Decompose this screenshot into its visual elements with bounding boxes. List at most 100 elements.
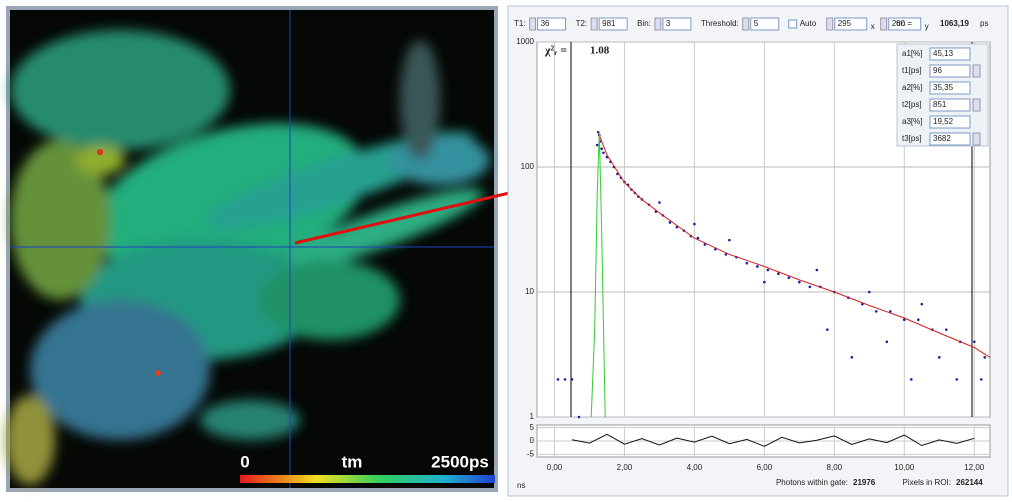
x-tick-label: 2,00 [617,463,633,472]
y-tick-label: 1 [530,412,535,421]
spinner[interactable] [880,17,888,31]
spinner[interactable] [742,17,750,31]
data-point [600,147,604,151]
photons-label: Photons within gate: [776,478,848,487]
spinner[interactable] [826,17,834,31]
param-input[interactable] [929,81,971,95]
data-point [696,236,700,240]
data-point [889,310,892,313]
spinner[interactable] [590,17,598,31]
data-point [728,238,731,242]
param-input[interactable] [929,115,971,129]
data-point [577,415,581,419]
field-value: 5 [754,19,759,28]
field-input[interactable] [537,17,567,31]
data-point [787,276,791,280]
x-tick-label: 6,00 [757,463,773,472]
param-label: a3[%] [902,117,922,126]
field-value: 36 [541,19,550,28]
data-point [570,378,574,381]
param-input[interactable] [929,132,971,146]
data-point [777,272,780,276]
spinner[interactable] [972,132,981,146]
marks [556,130,991,447]
param-value: 35,35 [933,83,954,92]
data-point [885,340,889,344]
field-label: Bin: [637,19,651,28]
parameter-box [896,43,989,147]
param-value: 96 [933,66,942,75]
data-point [868,290,871,294]
x-tick-label: 8,00 [827,463,843,472]
param-value: 19,52 [933,117,954,126]
coord-input[interactable] [888,17,922,31]
tissue [5,30,490,485]
field-input[interactable] [662,17,692,31]
spinner[interactable] [529,17,537,31]
residual-line [571,433,975,447]
data-point [556,378,560,381]
param-label: a1[%] [902,49,922,58]
irf-curve [590,132,606,418]
toolbar: T1: 36 T2: 981 Bin: 3 Threshold: 5 Auto 295 x 260 y t… [514,17,988,31]
x-tick-label: 10,00 [894,463,915,472]
coord-value: 260 [892,19,906,28]
x-unit: ns [517,481,525,490]
data-point [668,221,672,224]
x-tick-label: 4,00 [687,463,703,472]
data-point [658,201,661,204]
parameters: a1[%] 45,13 t1[ps] 96 a2[%] 35,35 t2[ps] 851 a3[… [902,47,981,146]
param-label: a2[%] [902,83,922,92]
fit-curve [597,132,991,358]
param-value: 851 [933,100,947,109]
coord-label: x [871,22,875,31]
data-point [850,356,854,359]
x-tick-label: 0,00 [547,463,563,472]
data-point [745,261,749,265]
field-value: 3 [666,19,671,28]
spinner[interactable] [972,64,981,78]
data-point [902,318,906,322]
residual-tick-label: 5 [530,423,535,432]
coord-input[interactable] [834,17,868,31]
tm-label: tm = [896,19,912,28]
field-label: Threshold: [701,19,739,28]
spinner[interactable] [654,17,662,31]
auto-label: Auto [800,19,817,28]
pixels-value: 262144 [956,478,983,487]
y-tick-label: 100 [521,162,535,171]
param-label: t3[ps] [902,134,922,143]
param-label: t2[ps] [902,100,922,109]
param-input[interactable] [929,64,971,78]
spinner[interactable] [972,98,981,112]
data-point [602,151,605,155]
param-input[interactable] [929,47,971,61]
auto-checkbox[interactable] [788,19,798,29]
data-point [808,285,812,289]
pixels-label: Pixels in ROI: [903,478,951,487]
field-input[interactable] [750,17,780,31]
data-point [916,318,920,322]
y-tick-label: 10 [525,287,534,296]
data-point [983,356,987,359]
data-point [920,302,924,306]
param-value: 45,13 [933,49,954,58]
data-point [724,253,728,256]
colorbar-title: tm [342,452,363,471]
colorbar [240,475,495,483]
coord-value: 295 [838,19,852,28]
data-point [972,340,976,344]
residual-tick-label: 0 [530,436,535,445]
colorbar-max: 2500ps [431,452,489,471]
param-input[interactable] [929,98,971,112]
residual-tick-label: -5 [527,449,535,458]
tm-unit: ps [980,19,988,28]
data-point [937,356,941,359]
data-point [693,222,696,226]
data-point [875,310,878,313]
field-value: 981 [602,19,616,28]
colorbar-min: 0 [240,452,249,471]
field-input[interactable] [598,17,628,31]
param-value: 3682 [933,134,951,143]
